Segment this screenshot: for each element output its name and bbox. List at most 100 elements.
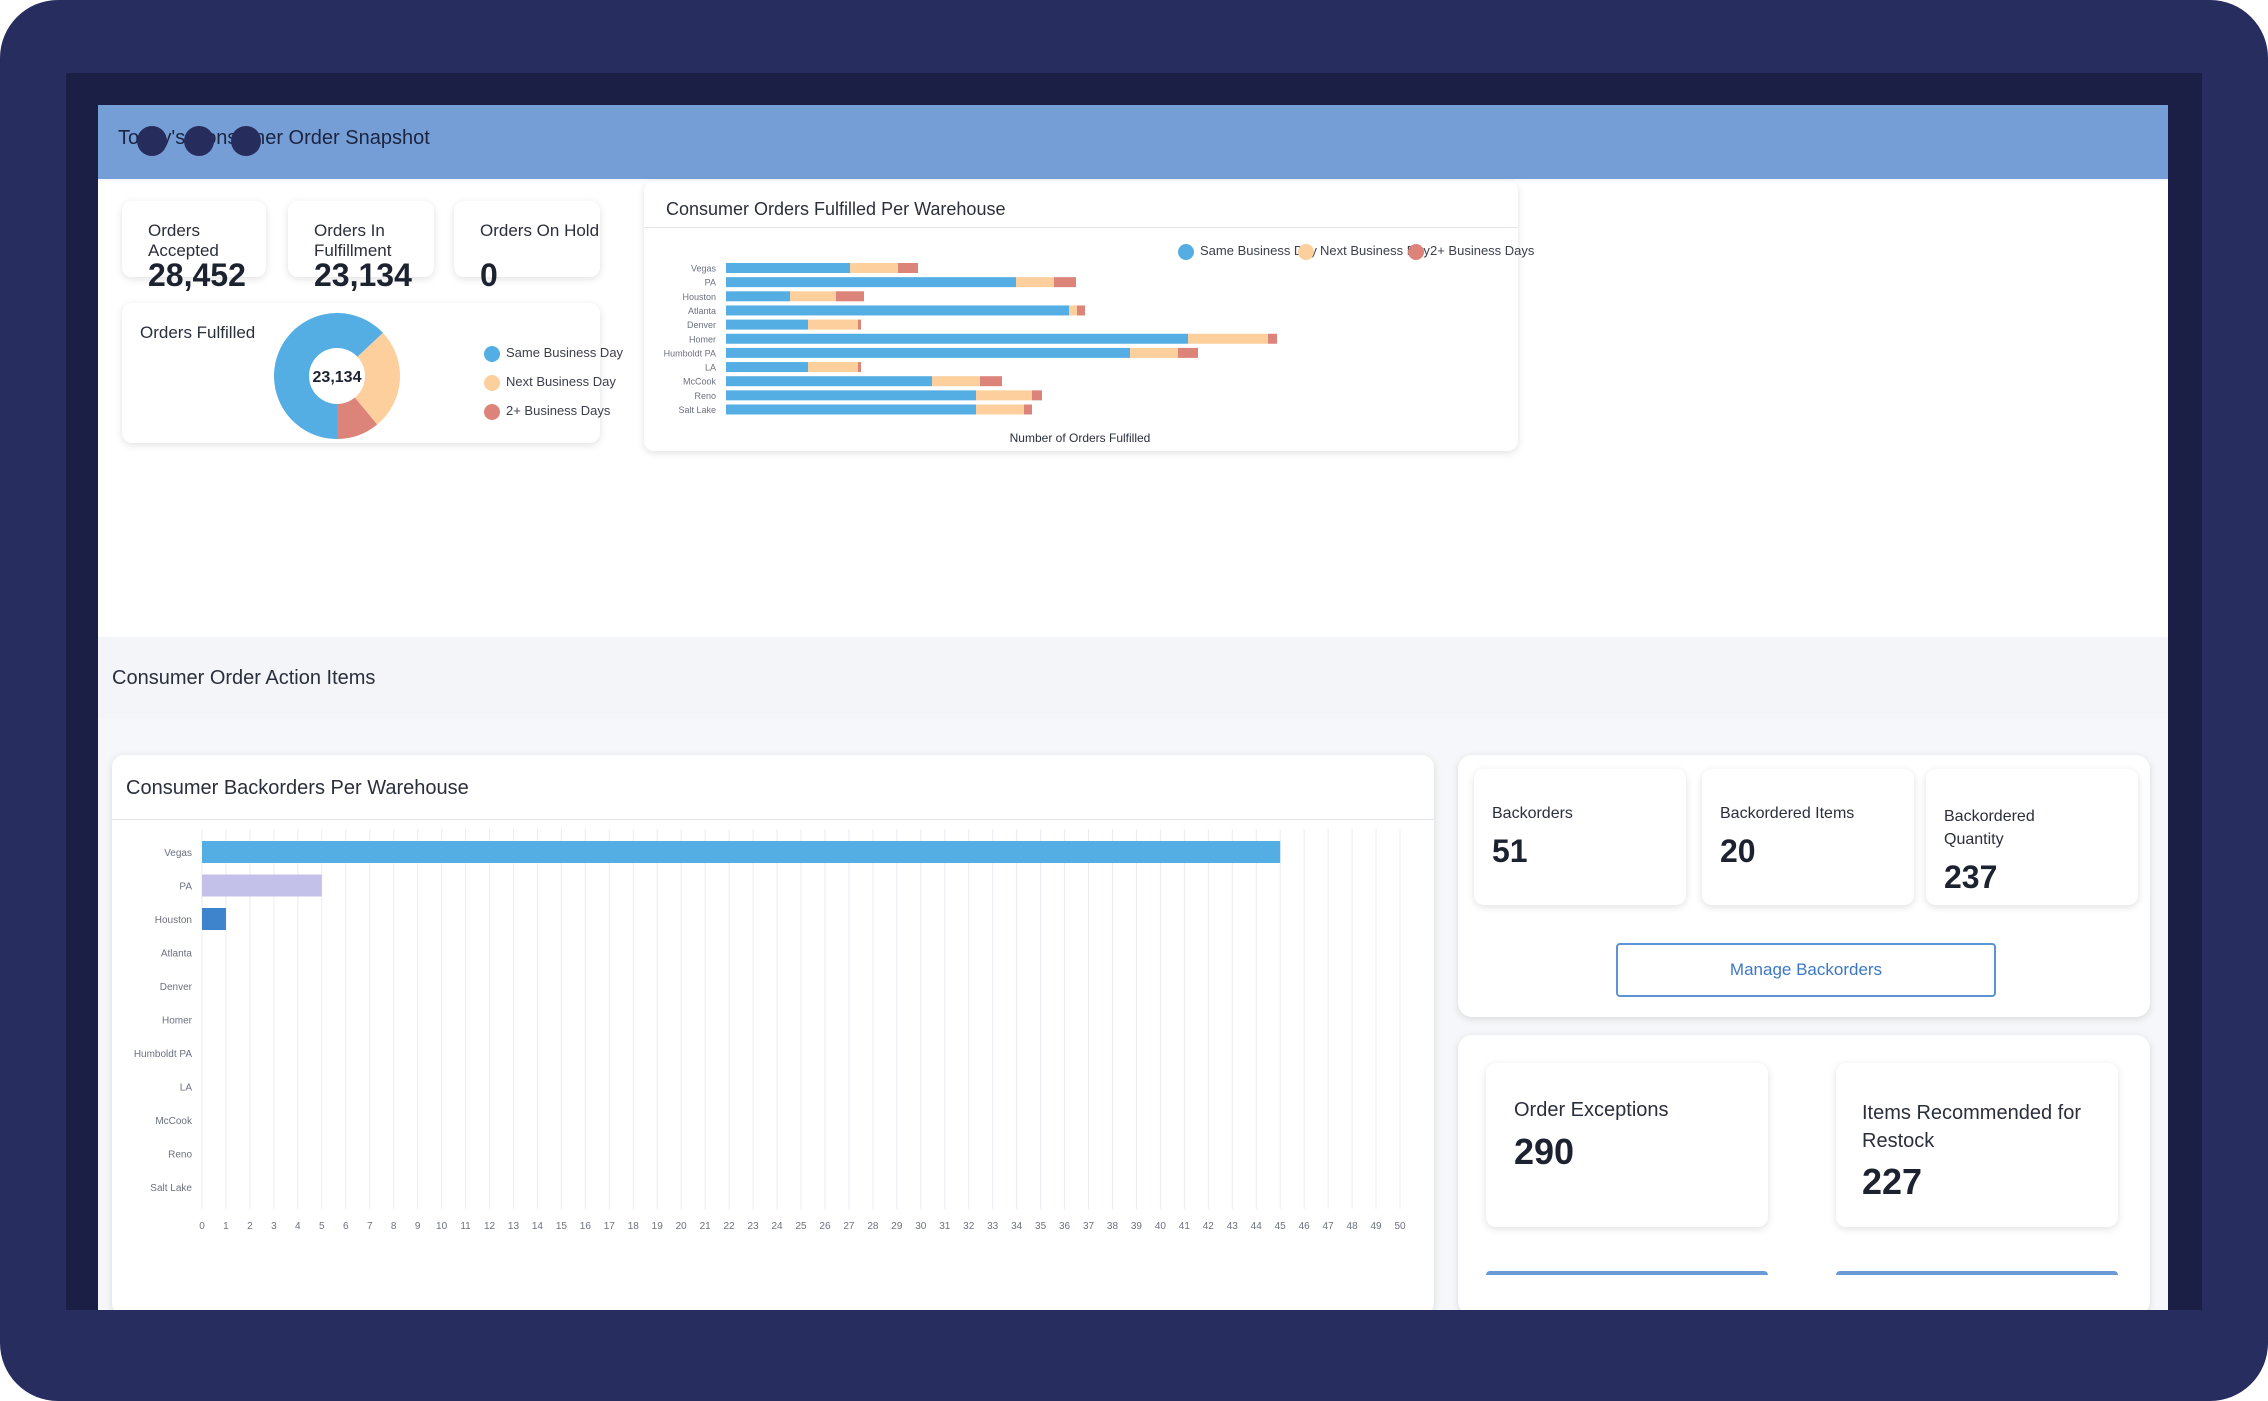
- bar: [202, 908, 226, 930]
- order-exceptions-button[interactable]: [1486, 1271, 1768, 1310]
- x-tick-label: 7: [367, 1221, 373, 1232]
- x-tick-label: 12: [484, 1221, 496, 1232]
- x-tick-label: 30: [915, 1221, 927, 1232]
- kpi-backordered-quantity: Backordered Quantity 237: [1926, 769, 2138, 905]
- x-tick-label: 9: [415, 1221, 421, 1232]
- kpi-value: 20: [1720, 833, 1756, 869]
- legend-two-plus-days: 2+ Business Days: [484, 403, 610, 420]
- manage-backorders-button[interactable]: Manage Backorders: [1616, 943, 1996, 997]
- y-tick-label: Houston: [155, 915, 192, 926]
- x-tick-label: 5: [319, 1221, 325, 1232]
- bar-segment: [726, 390, 976, 401]
- x-tick-label: 17: [604, 1221, 616, 1232]
- bar-segment: [726, 263, 850, 273]
- y-tick-label: PA: [179, 882, 192, 893]
- legend-label: Same Business Day: [506, 345, 624, 360]
- legend-swatch: [1298, 243, 1314, 260]
- x-tick-label: 0: [199, 1221, 205, 1232]
- legend-label: Next Business Day: [506, 374, 616, 389]
- x-tick-label: 42: [1203, 1221, 1215, 1232]
- bar-segment: [850, 263, 898, 273]
- kpi-label: Items Recommended for Restock: [1862, 1102, 2081, 1152]
- bar-segment: [790, 291, 836, 302]
- legend-label: 2+ Business Days: [506, 403, 611, 418]
- bar-segment: [1032, 390, 1042, 401]
- bar-segment: [898, 263, 918, 273]
- kpi-backordered-items: Backordered Items 20: [1702, 769, 1914, 905]
- exceptions-restock-card: Order Exceptions 290 Items Recommended f…: [1458, 1035, 2150, 1310]
- y-tick-label: Atlanta: [688, 306, 716, 316]
- kpi-items-restock: Items Recommended for Restock 227: [1836, 1063, 2118, 1227]
- x-tick-label: 11: [460, 1221, 471, 1232]
- x-tick-label: 33: [987, 1221, 999, 1232]
- kpi-label: Orders Accepted: [148, 221, 219, 260]
- y-tick-label: Houston: [682, 292, 716, 302]
- y-tick-label: LA: [180, 1083, 193, 1094]
- kpi-label: Backordered Quantity: [1944, 808, 2035, 848]
- action-items-header: Consumer Order Action Items: [98, 637, 2168, 720]
- x-tick-label: 49: [1370, 1221, 1382, 1232]
- bar-segment: [980, 376, 1002, 387]
- x-tick-label: 48: [1347, 1221, 1359, 1232]
- warehouse-chart-title: Consumer Orders Fulfilled Per Warehouse: [666, 199, 1006, 219]
- legend-next-day: Next Business Day: [484, 374, 616, 391]
- legend-label: 2+ Business Days: [1430, 243, 1535, 258]
- x-tick-label: 34: [1011, 1221, 1023, 1232]
- bar-segment: [726, 291, 790, 302]
- x-tick-label: 39: [1131, 1221, 1143, 1232]
- kpi-value: 237: [1944, 859, 1998, 895]
- x-tick-label: 22: [724, 1221, 736, 1232]
- kpi-value: 51: [1492, 833, 1528, 869]
- legend-next-day: Next Business Day: [1298, 243, 1430, 260]
- x-tick-label: 14: [532, 1221, 544, 1232]
- y-tick-label: Humboldt PA: [664, 348, 716, 358]
- bar-segment: [1054, 277, 1076, 288]
- kpi-value: 23,134: [314, 257, 412, 293]
- x-tick-label: 6: [343, 1221, 349, 1232]
- x-tick-label: 44: [1251, 1221, 1263, 1232]
- backorders-summary-card: Backorders 51 Backordered Items 20 Backo…: [1458, 755, 2150, 1017]
- x-tick-label: 20: [676, 1221, 688, 1232]
- kpi-label: Orders On Hold: [480, 221, 600, 240]
- legend-two-plus-days: 2+ Business Days: [1408, 243, 1534, 260]
- pie-slice: [337, 332, 401, 425]
- x-tick-label: 45: [1275, 1221, 1287, 1232]
- orders-fulfilled-donut: 23,134: [274, 313, 401, 439]
- restock-button[interactable]: [1836, 1271, 2118, 1310]
- legend-same-day: Same Business Day: [1178, 243, 1317, 260]
- bar: [202, 874, 322, 897]
- x-tick-label: 46: [1299, 1221, 1311, 1232]
- x-tick-label: 41: [1179, 1221, 1191, 1232]
- y-tick-label: Vegas: [691, 264, 717, 274]
- kpi-orders-in-fulfillment: Orders In Fulfillment 23,134: [288, 201, 434, 293]
- warehouse-fulfilled-chart: Vegas PA Houston Atlanta Denver Homer Humboldt…: [664, 263, 1277, 445]
- kpi-orders-on-hold: Orders On Hold 0: [454, 201, 600, 293]
- x-tick-label: 40: [1155, 1221, 1167, 1232]
- y-tick-label: Humboldt PA: [134, 1049, 193, 1060]
- x-tick-label: 35: [1035, 1221, 1047, 1232]
- bar-segment: [976, 404, 1024, 415]
- bar-segment: [726, 333, 1188, 344]
- kpi-label: Backorders: [1492, 805, 1573, 822]
- legend-swatch: [484, 345, 500, 362]
- y-tick-label: Reno: [694, 391, 716, 401]
- window-control-dot: [137, 126, 167, 156]
- orders-fulfilled-card: Orders Fulfilled 23,134 Same Business Da…: [122, 303, 623, 443]
- kpi-value: 28,452: [148, 257, 246, 293]
- divider: [644, 227, 1518, 228]
- legend-swatch: [484, 403, 500, 420]
- x-tick-label: 24: [771, 1221, 783, 1232]
- bar: [202, 841, 1281, 863]
- x-tick-label: 50: [1394, 1221, 1406, 1232]
- y-tick-label: Reno: [168, 1150, 192, 1161]
- legend-label: Same Business Day: [1200, 243, 1318, 258]
- y-tick-label: PA: [705, 278, 716, 288]
- bar-segment: [726, 347, 1130, 358]
- backorders-chart: 0 1 2 3 4 5 6 7 8 9 10 11 12 13 14 15 16 17 18 19 20 21 22 23 24…: [134, 829, 1406, 1232]
- x-tick-label: 29: [891, 1221, 903, 1232]
- legend-swatch: [1178, 243, 1194, 260]
- bar-segment: [1069, 305, 1077, 316]
- bar-segment: [1188, 333, 1268, 344]
- x-axis-label: Number of Orders Fulfilled: [1010, 431, 1151, 445]
